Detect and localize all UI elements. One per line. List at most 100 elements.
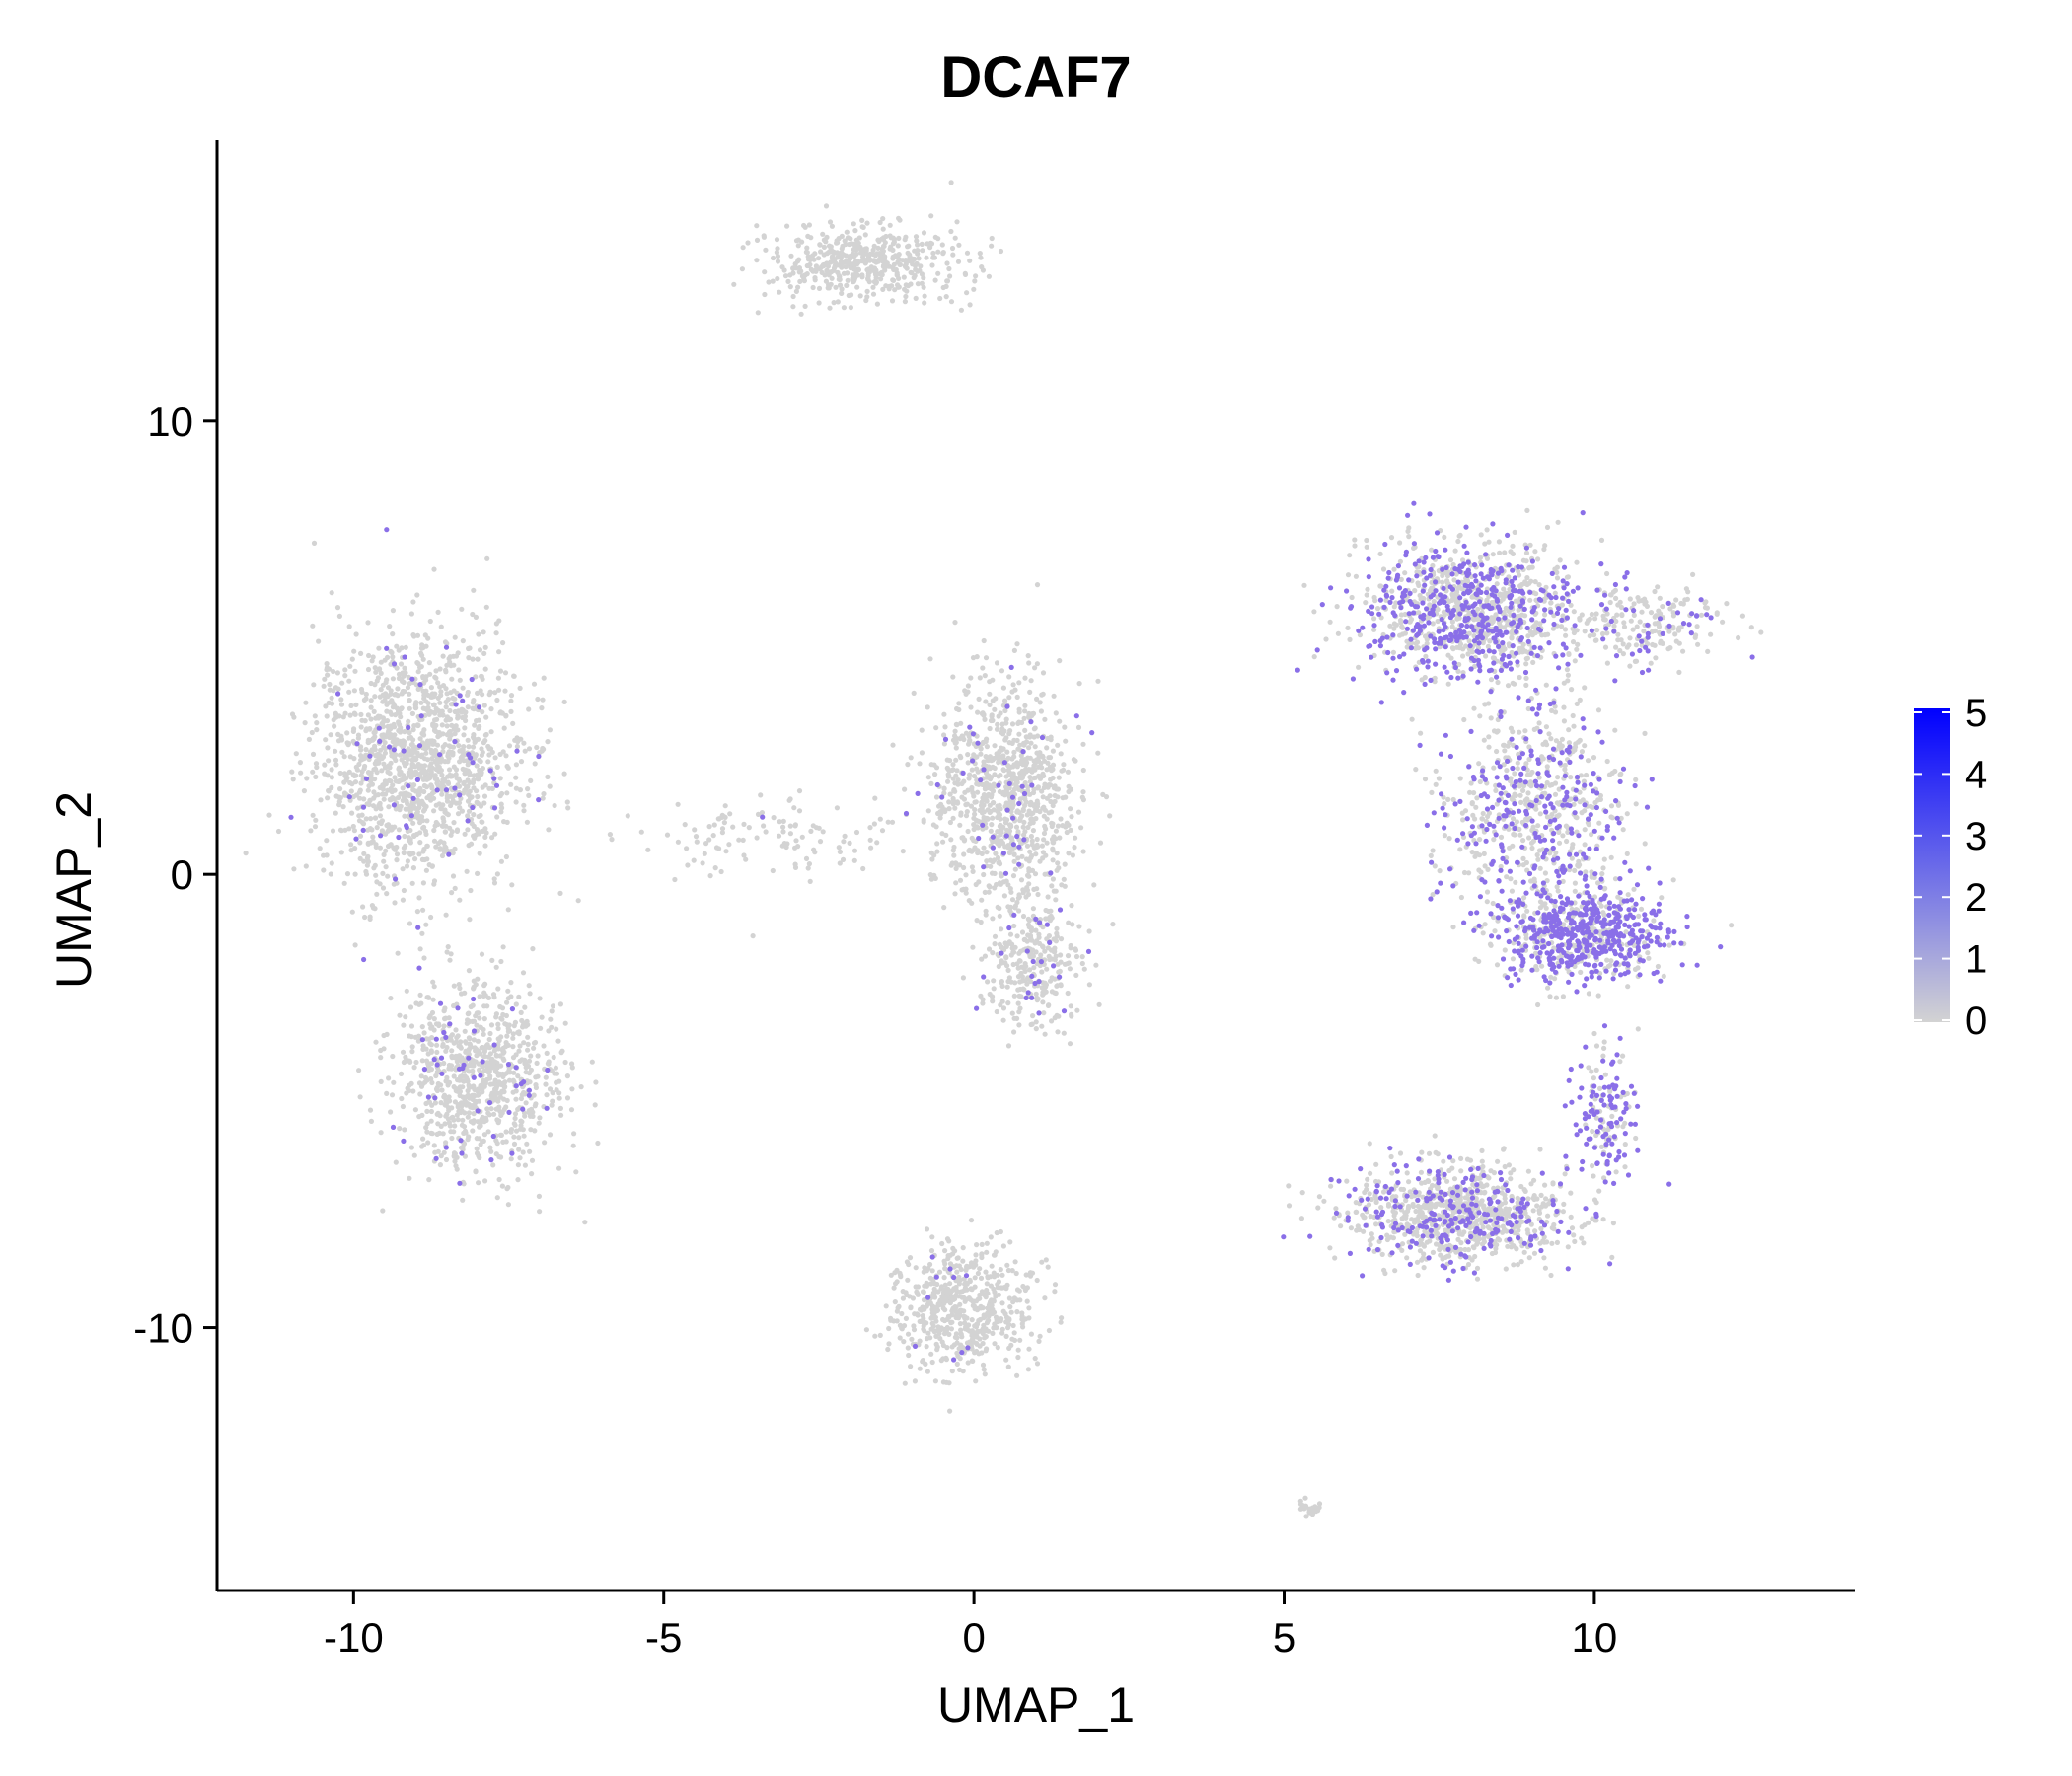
scatter-point bbox=[1020, 986, 1026, 992]
scatter-point bbox=[388, 827, 394, 833]
scatter-point bbox=[362, 763, 368, 770]
scatter-point bbox=[1007, 835, 1014, 841]
scatter-point bbox=[972, 1306, 978, 1312]
scatter-point bbox=[422, 828, 428, 834]
scatter-point bbox=[556, 1095, 562, 1101]
scatter-point bbox=[325, 795, 331, 801]
scatter-point bbox=[399, 645, 405, 651]
scatter-point bbox=[715, 816, 721, 822]
scatter-point bbox=[986, 889, 992, 895]
scatter-point bbox=[477, 723, 482, 730]
scatter-point bbox=[902, 786, 908, 792]
scatter-point bbox=[940, 250, 946, 256]
scatter-point bbox=[984, 1346, 990, 1352]
scatter-point bbox=[973, 1252, 979, 1258]
scatter-point bbox=[1050, 802, 1056, 809]
scatter-point bbox=[431, 827, 437, 834]
scatter-point bbox=[1046, 933, 1052, 939]
scatter-point bbox=[424, 843, 430, 849]
scatter-point bbox=[525, 1047, 531, 1053]
scatter-point bbox=[981, 1327, 987, 1333]
scatter-point bbox=[848, 305, 854, 311]
scatter-point bbox=[978, 1275, 985, 1281]
scatter-point bbox=[569, 1061, 575, 1067]
scatter-point bbox=[451, 662, 457, 668]
scatter-point bbox=[397, 1012, 403, 1018]
scatter-point bbox=[316, 638, 322, 644]
scatter-point bbox=[340, 804, 346, 810]
scatter-point bbox=[967, 772, 973, 777]
scatter-point bbox=[419, 642, 425, 648]
scatter-point bbox=[975, 1270, 982, 1277]
scatter-point bbox=[1095, 750, 1101, 756]
scatter-point bbox=[378, 1130, 384, 1136]
scatter-point bbox=[504, 763, 510, 770]
scatter-point bbox=[957, 1301, 963, 1307]
scatter-point bbox=[386, 728, 392, 734]
scatter-point bbox=[378, 670, 384, 677]
scatter-point bbox=[1011, 923, 1017, 929]
scatter-point bbox=[859, 274, 865, 280]
scatter-point bbox=[446, 1120, 452, 1126]
scatter-point bbox=[452, 634, 458, 640]
scatter-point bbox=[531, 1045, 537, 1051]
scatter-point bbox=[508, 698, 514, 703]
scatter-point bbox=[527, 1148, 533, 1154]
scatter-point bbox=[544, 1050, 550, 1056]
scatter-point bbox=[482, 834, 488, 841]
scatter-point bbox=[984, 850, 990, 855]
scatter-point bbox=[481, 650, 487, 657]
scatter-point bbox=[947, 791, 953, 797]
scatter-point bbox=[402, 729, 407, 735]
scatter-point bbox=[982, 1335, 988, 1341]
scatter-point bbox=[1014, 933, 1020, 939]
scatter-point bbox=[1356, 664, 1362, 670]
scatter-point bbox=[327, 687, 333, 693]
scatter-point bbox=[401, 887, 407, 894]
scatter-point bbox=[434, 778, 441, 784]
scatter-point bbox=[524, 1141, 530, 1147]
scatter-point bbox=[372, 682, 378, 688]
scatter-point bbox=[464, 758, 470, 764]
scatter-point bbox=[439, 772, 445, 778]
scatter-point bbox=[969, 1287, 975, 1293]
scatter-point bbox=[1005, 1043, 1012, 1049]
scatter-point bbox=[539, 1014, 545, 1020]
scatter-point bbox=[1003, 1314, 1010, 1320]
scatter-point bbox=[324, 713, 330, 719]
scatter-point bbox=[461, 780, 467, 787]
scatter-point bbox=[1352, 543, 1358, 549]
scatter-point bbox=[894, 1318, 900, 1324]
scatter-point bbox=[1460, 653, 1466, 659]
scatter-point bbox=[913, 234, 920, 240]
scatter-point bbox=[977, 1266, 983, 1272]
scatter-point bbox=[934, 1307, 940, 1314]
scatter-point bbox=[373, 844, 379, 851]
scatter-point bbox=[998, 1228, 1004, 1235]
scatter-point bbox=[337, 827, 344, 833]
scatter-point bbox=[380, 682, 386, 688]
scatter-point bbox=[1026, 767, 1032, 774]
scatter-point bbox=[428, 694, 434, 700]
scatter-point bbox=[1035, 996, 1041, 1002]
scatter-point bbox=[992, 706, 998, 712]
scatter-point bbox=[1053, 710, 1059, 716]
scatter-point bbox=[982, 953, 989, 959]
scatter-point bbox=[924, 1344, 929, 1350]
scatter-point bbox=[370, 834, 376, 840]
scatter-point bbox=[407, 730, 412, 736]
scatter-point bbox=[408, 1023, 415, 1029]
scatter-point bbox=[1051, 785, 1057, 791]
scatter-point bbox=[884, 260, 890, 266]
scatter-point bbox=[816, 825, 822, 831]
scatter-point bbox=[510, 720, 516, 727]
scatter-point bbox=[463, 717, 469, 724]
scatter-point bbox=[957, 862, 963, 868]
scatter-point bbox=[481, 993, 486, 999]
scatter-point bbox=[359, 689, 365, 695]
scatter-point bbox=[372, 777, 378, 782]
scatter-point bbox=[953, 865, 959, 872]
scatter-point bbox=[430, 722, 436, 729]
scatter-point bbox=[1039, 969, 1045, 975]
scatter-point bbox=[1009, 721, 1016, 727]
